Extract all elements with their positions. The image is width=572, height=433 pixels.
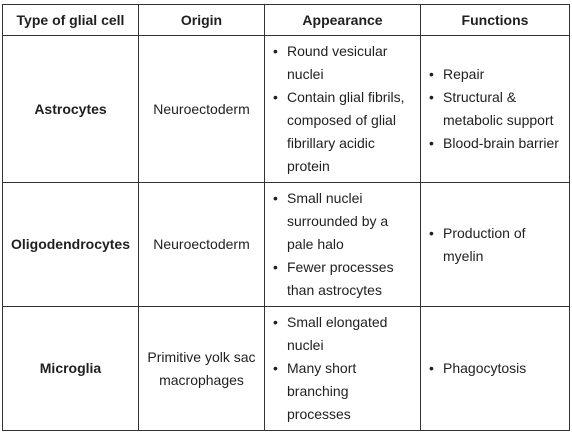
cell-origin: Neuroectoderm: [138, 35, 265, 183]
list-item: Repair: [427, 63, 563, 86]
header-row: Type of glial cell Origin Appearance Fun…: [2, 4, 570, 36]
functions-list: Repair Structural & metabolic support Bl…: [427, 63, 563, 155]
cell-appearance: Small elongated nuclei Many short branch…: [264, 306, 421, 431]
functions-list: Production of myelin: [427, 222, 563, 268]
list-item: Structural & metabolic support: [427, 86, 563, 132]
list-item: Round vesicular nuclei: [271, 40, 414, 86]
list-item: Blood-brain barrier: [427, 132, 563, 155]
table-row: Oligodendrocytes Neuroectoderm Small nuc…: [2, 182, 570, 307]
header-origin: Origin: [138, 4, 265, 36]
list-item: Fewer processes than astrocytes: [271, 256, 414, 302]
cell-origin: Neuroectoderm: [138, 182, 265, 307]
list-item: Small elongated nuclei: [271, 311, 414, 357]
cell-functions: Repair Structural & metabolic support Bl…: [420, 35, 570, 183]
cell-type-oligodendrocytes: Oligodendrocytes: [2, 182, 139, 307]
list-item: Contain glial fibrils, composed of glial…: [271, 86, 414, 178]
cell-appearance: Round vesicular nuclei Contain glial fib…: [264, 35, 421, 183]
functions-list: Phagocytosis: [427, 357, 563, 380]
list-item: Many short branching processes: [271, 357, 414, 426]
table-row: Astrocytes Neuroectoderm Round vesicular…: [2, 35, 570, 183]
cell-appearance: Small nuclei surrounded by a pale halo F…: [264, 182, 421, 307]
glial-cell-table: Type of glial cell Origin Appearance Fun…: [2, 4, 570, 431]
appearance-list: Small nuclei surrounded by a pale halo F…: [271, 187, 414, 302]
appearance-list: Small elongated nuclei Many short branch…: [271, 311, 414, 426]
appearance-list: Round vesicular nuclei Contain glial fib…: [271, 40, 414, 178]
cell-type-microglia: Microglia: [2, 306, 139, 431]
cell-type-astrocytes: Astrocytes: [2, 35, 139, 183]
cell-functions: Phagocytosis: [420, 306, 570, 431]
cell-functions: Production of myelin: [420, 182, 570, 307]
header-functions: Functions: [420, 4, 570, 36]
list-item: Phagocytosis: [427, 357, 563, 380]
cell-origin: Primitive yolk sac macrophages: [138, 306, 265, 431]
table-row: Microglia Primitive yolk sac macrophages…: [2, 306, 570, 431]
header-type: Type of glial cell: [2, 4, 139, 36]
list-item: Production of myelin: [427, 222, 563, 268]
list-item: Small nuclei surrounded by a pale halo: [271, 187, 414, 256]
header-appearance: Appearance: [264, 4, 421, 36]
